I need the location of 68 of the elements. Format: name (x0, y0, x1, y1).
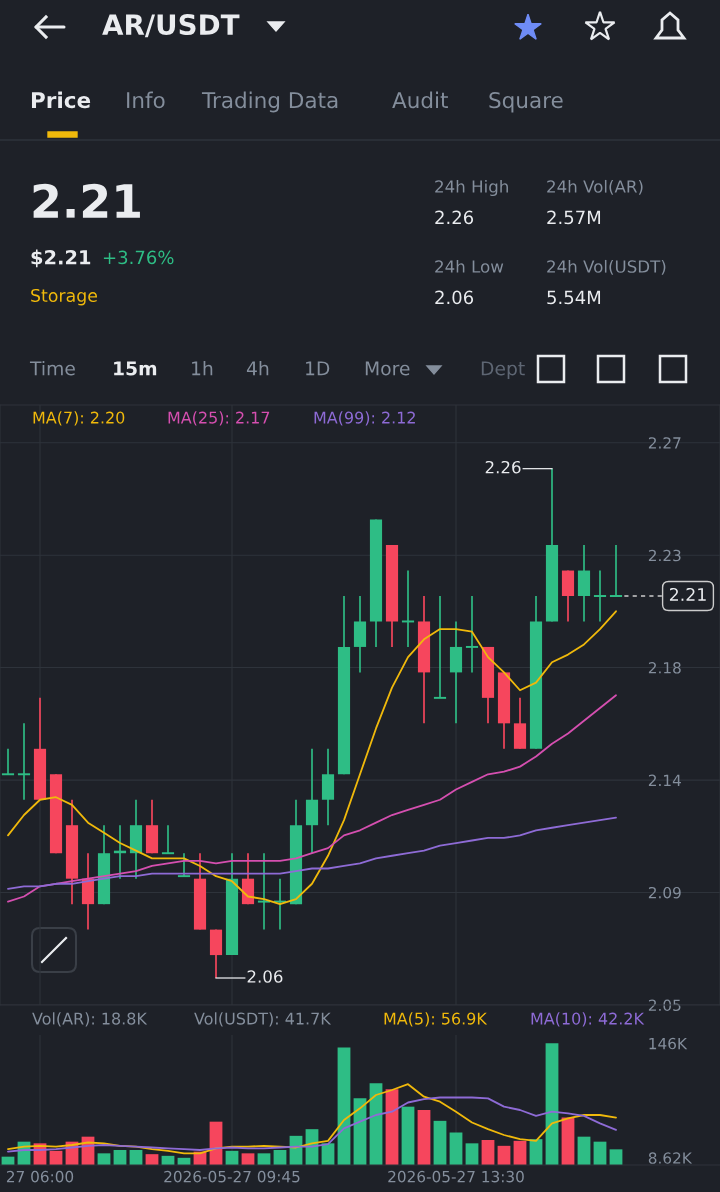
ref-line-label: 2.21 (669, 587, 706, 601)
candlestick (592, 569, 608, 623)
text: $2.21 (31, 249, 91, 268)
line-series (7, 610, 617, 906)
line-series (7, 694, 617, 903)
candlestick (256, 852, 272, 931)
y-tick-label: 2.27 (648, 437, 681, 449)
text: MA(7): 2.20 (33, 411, 125, 426)
text: 24h Vol(USDT) (547, 259, 666, 275)
bar (433, 1120, 447, 1165)
candlestick (464, 595, 480, 674)
text: 24h Vol(AR) (547, 179, 643, 195)
bar (417, 1110, 431, 1165)
text: MA(25): 2.17 (168, 411, 270, 426)
candlestick (608, 544, 624, 597)
text: Vol(AR): 18.8K (32, 1012, 148, 1027)
text: 1D (306, 361, 330, 376)
text: Trading Data (201, 91, 338, 113)
text: +3.76% (103, 250, 174, 265)
y-tick-label: 2.14 (648, 774, 681, 786)
text: Price (31, 91, 91, 109)
text: Vol(USDT): 41.7K (194, 1012, 332, 1027)
text: AR/USDT (102, 14, 240, 38)
candlestick (16, 722, 32, 801)
text: Dept (481, 361, 525, 380)
text: MA(5): 56.9K (384, 1012, 488, 1027)
text: MA(10): 42.2K (531, 1012, 645, 1027)
annotation: 2.06 (247, 970, 283, 983)
bar (465, 1143, 479, 1165)
y-tick-label: 2.18 (648, 662, 681, 674)
text: 2.06 (435, 290, 474, 305)
text: Time (29, 360, 75, 376)
text: 2.57M (547, 210, 601, 225)
text: Storage (31, 288, 97, 306)
line-series (7, 1096, 617, 1153)
text: Square (489, 91, 563, 113)
bar (545, 1043, 559, 1165)
bar (609, 1149, 623, 1165)
text: 4h (246, 360, 269, 376)
text: 15m (114, 361, 157, 376)
text: Info (127, 91, 165, 109)
y-tick-label: 8.62K (648, 1152, 693, 1164)
line-series (7, 1083, 617, 1155)
text: 5.54M (547, 290, 601, 305)
y-tick-label: 146K (649, 1037, 688, 1050)
x-tick-label: 2026-05-27 09:45 (164, 1170, 300, 1183)
line-series (7, 816, 617, 890)
text: Audit (392, 91, 448, 109)
y-tick-label: 2.05 (648, 999, 681, 1012)
x-tick-label: 2026-05-27 13:30 (388, 1170, 524, 1183)
text: 24h Low (435, 259, 504, 273)
text: MA(99): 2.12 (314, 411, 415, 426)
text: 24h High (435, 179, 508, 197)
candlestick (160, 824, 176, 855)
y-tick-label: 2.09 (648, 886, 681, 899)
bar (401, 1106, 415, 1165)
bar (481, 1140, 495, 1165)
candlestick (0, 747, 16, 776)
candlestick (400, 569, 416, 648)
candlestick (432, 595, 448, 699)
text: 2.26 (435, 210, 474, 225)
annotation: 2.26 (485, 460, 521, 474)
x-tick-label: 27 06:00 (6, 1170, 74, 1183)
text: 2.21 (33, 183, 140, 218)
text: 1h (192, 360, 213, 376)
y-tick-label: 2.23 (648, 549, 681, 562)
candlestick (176, 852, 192, 878)
text: More (365, 361, 410, 376)
